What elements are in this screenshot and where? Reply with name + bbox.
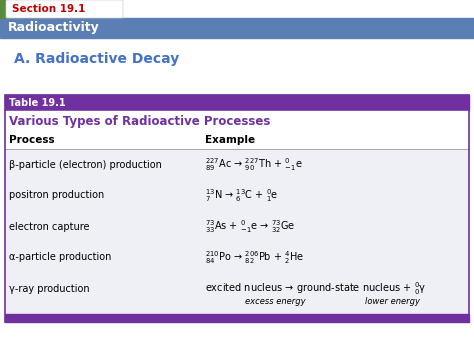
Text: Example: Example	[205, 135, 255, 145]
Text: excess energy: excess energy	[245, 297, 306, 306]
Text: Radioactivity: Radioactivity	[8, 22, 100, 34]
Text: lower energy: lower energy	[365, 297, 420, 306]
Text: positron production: positron production	[9, 191, 104, 201]
Text: $^{227}_{89}$Ac → $^{227}_{90}$Th + $^{0}_{-1}$e: $^{227}_{89}$Ac → $^{227}_{90}$Th + $^{0…	[205, 156, 303, 173]
Bar	[5, 131, 469, 149]
Text: $^{210}_{84}$Po → $^{206}_{82}$Pb + $^{4}_{2}$He: $^{210}_{84}$Po → $^{206}_{82}$Pb + $^{4…	[205, 249, 304, 266]
Text: α-particle production: α-particle production	[9, 252, 111, 262]
Text: excited nucleus → ground-state nucleus + $^{0}_{0}$γ: excited nucleus → ground-state nucleus +…	[205, 280, 427, 297]
FancyBboxPatch shape	[6, 0, 123, 18]
Bar	[0, 0, 7, 18]
Bar	[0, 18, 474, 38]
Text: β-particle (electron) production: β-particle (electron) production	[9, 159, 162, 169]
Text: A. Radioactive Decay: A. Radioactive Decay	[14, 52, 179, 66]
Text: Section 19.1: Section 19.1	[12, 4, 85, 14]
Bar	[5, 149, 469, 314]
Text: Various Types of Radioactive Processes: Various Types of Radioactive Processes	[9, 115, 270, 127]
Text: Process: Process	[9, 135, 55, 145]
Text: γ-ray production: γ-ray production	[9, 284, 90, 294]
Text: Table 19.1: Table 19.1	[9, 98, 65, 108]
Text: $^{73}_{33}$As + $^{0}_{-1}$e → $^{73}_{32}$Ge: $^{73}_{33}$As + $^{0}_{-1}$e → $^{73}_{…	[205, 218, 295, 235]
Bar	[5, 111, 469, 131]
Bar	[5, 95, 469, 322]
Bar	[5, 95, 469, 111]
Text: $^{13}_{7}$N → $^{13}_{6}$C + $^{0}_{1}$e: $^{13}_{7}$N → $^{13}_{6}$C + $^{0}_{1}$…	[205, 187, 278, 204]
Text: electron capture: electron capture	[9, 222, 90, 231]
Bar	[0, 0, 474, 18]
Bar	[5, 314, 469, 322]
